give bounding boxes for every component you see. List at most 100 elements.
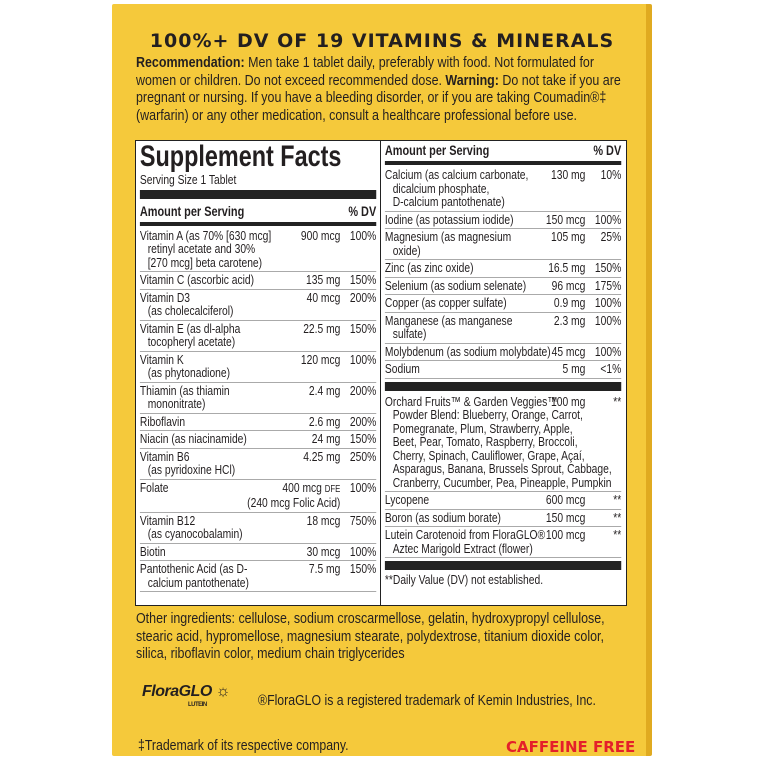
- amount-value: 600 mcg: [545, 492, 586, 507]
- amount-value: 40 mcg: [306, 289, 341, 305]
- logo-text: FloraGLO: [142, 683, 212, 700]
- nutrient-name: Riboflavin: [139, 413, 186, 429]
- nutrient-amount: 150 mcg: [543, 211, 586, 227]
- nutrient-name: Vitamin B12 (as cyanocobalamin): [139, 512, 243, 541]
- amount-value: 400 mcg: [282, 479, 322, 495]
- nutrient-row: Thiamin (as thiamin mononitrate) 2.4 mg 20…: [139, 382, 377, 414]
- nutrient-amount: 16.5 mg: [545, 261, 585, 275]
- nutrient-name: Selenium (as sodium selenate): [384, 277, 527, 293]
- facts-left-column: Supplement Facts Serving Size 1 Tablet A…: [136, 141, 381, 605]
- amount-value: 150 mcg: [545, 211, 586, 227]
- nutrient-row: Selenium (as sodium selenate) 96 mcg 175%: [384, 277, 622, 295]
- amount-value: 96 mcg: [551, 277, 586, 293]
- headline: 100%+ DV OF 19 VITAMINS & MINERALS: [149, 30, 615, 52]
- nutrient-amount: 2.6 mg: [306, 414, 340, 429]
- nutrient-dv: 100%: [594, 343, 622, 359]
- divider: [139, 221, 377, 226]
- nutrient-dv: 100%: [594, 312, 622, 328]
- nutrient-amount: 5 mg: [559, 362, 585, 376]
- nutrient-row: Vitamin B12 (as cyanocobalamin) 18 mcg 750…: [139, 512, 377, 544]
- caffeine-free-badge: CAFFEINE FREE: [506, 738, 636, 756]
- amount-value: 16.5 mg: [548, 260, 586, 275]
- floraglo-logo: FloraGLO ☼ LUTEIN: [142, 683, 230, 708]
- nutrient-row: Pantothenic Acid (as D- calcium pantothe…: [139, 561, 377, 592]
- nutrient-row: Lycopene 600 mcg **: [384, 492, 622, 510]
- nutrient-row: Niacin (as niacinamide) 24 mg 150%: [139, 431, 377, 449]
- amount-header-label: Amount per Serving: [139, 202, 245, 219]
- nutrient-name: Sodium: [384, 361, 420, 376]
- nutrient-dv: 150%: [594, 260, 622, 275]
- nutrient-amount: 4.25 mg: [300, 449, 340, 477]
- amount-value: 45 mcg: [551, 343, 586, 359]
- nutrient-amount: 40 mcg: [304, 289, 341, 318]
- nutrient-row: Vitamin E (as dl-alpha tocopheryl acetat…: [139, 320, 377, 352]
- nutrient-name: Orchard Fruits™ & Garden Veggies™ Powder…: [384, 393, 612, 490]
- amount-value: 150 mcg: [545, 509, 586, 525]
- nutrient-dv: 10%: [600, 167, 622, 182]
- nutrient-row: Riboflavin 2.6 mg 200%: [139, 413, 377, 431]
- nutrient-amount: 24 mg: [309, 432, 341, 446]
- nutrient-name: Vitamin K (as phytonadione): [139, 351, 231, 380]
- nutrient-note: (240 mcg Folic Acid): [247, 495, 341, 510]
- supplement-facts-panel: Supplement Facts Serving Size 1 Tablet A…: [135, 140, 627, 606]
- nutrient-row: Manganese (as manganese sulfate) 2.3 mg 10…: [384, 312, 622, 344]
- left-rows: Vitamin A (as 70% [630 mcg] retinyl acet…: [139, 228, 377, 592]
- amount-value: 22.5 mg: [303, 320, 341, 336]
- nutrient-row: Boron (as sodium borate) 150 mcg **: [384, 509, 622, 527]
- nutrient-row: Vitamin D3 (as cholecalciferol) 40 mcg 200…: [139, 289, 377, 321]
- nutrient-row: Zinc (as zinc oxide) 16.5 mg 150%: [384, 260, 622, 278]
- amount-value: 2.4 mg: [308, 382, 341, 398]
- nutrient-amount: 120 mcg: [298, 351, 341, 380]
- other-ingredients: Other ingredients: cellulose, sodium cro…: [136, 610, 605, 662]
- amount-value: 30 mcg: [306, 543, 341, 559]
- amount-value: 2.3 mg: [553, 312, 586, 328]
- amount-value: 135 mg: [306, 272, 341, 287]
- nutrient-dv: 750%: [349, 512, 377, 528]
- nutrient-amount: 100 mcg: [543, 528, 585, 555]
- nutrient-name: Thiamin (as thiamin mononitrate): [139, 382, 230, 411]
- nutrient-dv: 100%: [594, 211, 622, 227]
- warning-label: Warning:: [445, 71, 499, 89]
- nutrient-amount: 400 mcg DFE: [279, 479, 340, 497]
- nutrient-dv: 150%: [349, 431, 377, 446]
- facts-right-column: Amount per Serving % DV Calcium (as calci…: [381, 141, 626, 605]
- nutrient-amount: 22.5 mg: [300, 320, 341, 349]
- nutrient-row: Vitamin C (ascorbic acid) 135 mg 150%: [139, 272, 377, 290]
- recommendation-text: Recommendation: Men take 1 tablet daily,…: [136, 54, 636, 124]
- dv-header-label: % DV: [593, 142, 622, 158]
- nutrient-row: Sodium 5 mg <1%: [384, 361, 622, 379]
- nutrient-amount: 96 mcg: [549, 277, 586, 293]
- nutrient-name: Folate: [139, 479, 169, 495]
- label-panel: 100%+ DV OF 19 VITAMINS & MINERALS Recom…: [112, 4, 652, 756]
- divider: [384, 161, 622, 165]
- nutrient-name: Molybdenum (as sodium molybdate): [384, 343, 551, 359]
- amount-value: 0.9 mg: [553, 295, 586, 310]
- nutrient-row: Copper (as copper sulfate) 0.9 mg 100%: [384, 295, 622, 313]
- nutrient-dv: 25%: [600, 229, 622, 244]
- amount-value: 100 mg: [551, 393, 586, 409]
- nutrient-dv: 200%: [349, 289, 377, 305]
- nutrient-dv: 100%: [594, 295, 622, 310]
- divider: [384, 381, 622, 391]
- amount-value: 130 mg: [551, 167, 586, 182]
- nutrient-row: Iodine (as potassium iodide) 150 mcg 100%: [384, 211, 622, 229]
- nutrient-amount: 2.4 mg: [306, 382, 341, 411]
- nutrient-row: Orchard Fruits™ & Garden Veggies™ Powder…: [384, 393, 622, 492]
- rec-label: Recommendation:: [136, 54, 245, 71]
- warning-text: Do not take if you are pregnant or nursi…: [136, 71, 621, 124]
- nutrient-name: Niacin (as niacinamide): [139, 431, 247, 446]
- nutrient-amount: 150 mcg: [543, 509, 586, 525]
- nutrient-dv: 150%: [349, 272, 377, 287]
- nutrient-amount: 18 mcg: [304, 513, 341, 541]
- nutrient-amount: 100 mg: [548, 393, 586, 490]
- nutrient-name: Boron (as sodium borate): [384, 509, 501, 525]
- amount-value: 120 mcg: [300, 351, 341, 367]
- other-trademark: ‡Trademark of its respective company.: [138, 737, 349, 754]
- footnote: **Daily Value (DV) not established.: [384, 572, 544, 587]
- nutrient-row: Folate 400 mcg DFE 100% (240 mcg Folic Acid…: [139, 479, 377, 513]
- nutrient-amount: 0.9 mg: [551, 295, 586, 310]
- logo-sub: LUTEIN: [188, 702, 207, 708]
- nutrient-dv: 150%: [349, 561, 377, 576]
- nutrient-name: Lycopene: [384, 492, 430, 507]
- right-rows: Calcium (as calcium carbonate, dicalcium…: [384, 167, 622, 379]
